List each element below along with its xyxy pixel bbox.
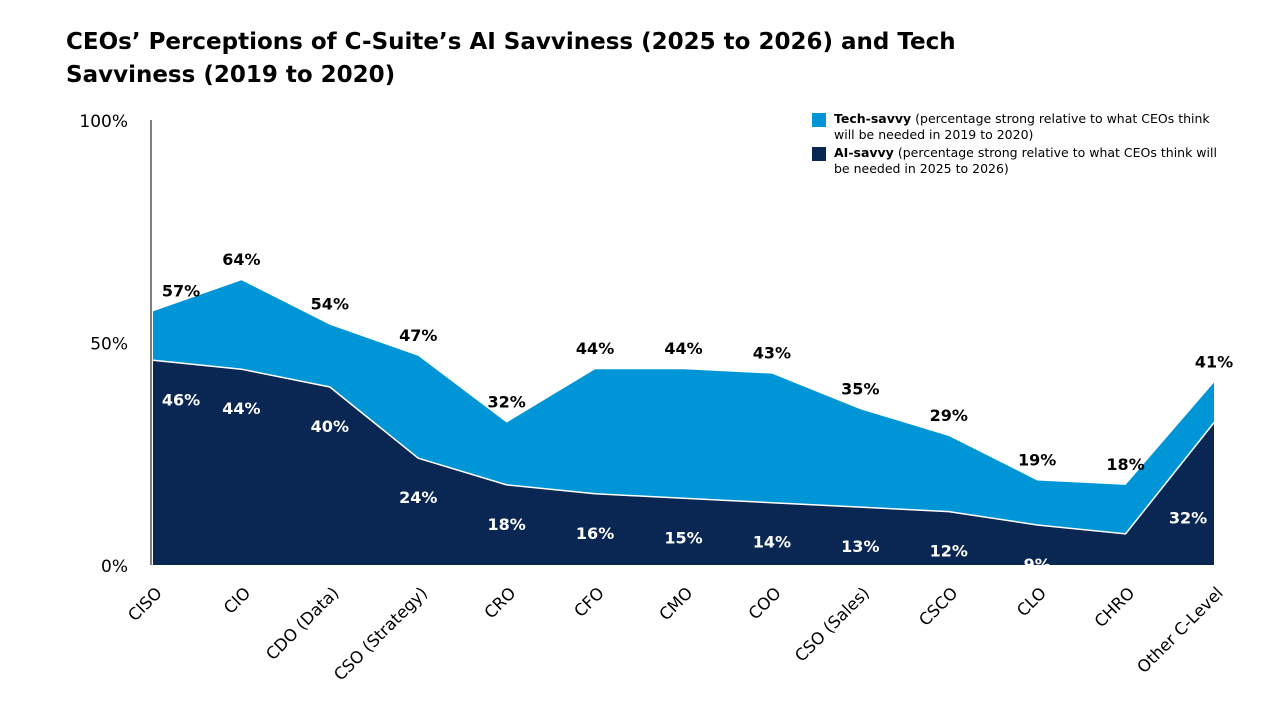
- data-label-tech-savvy-cio: 64%: [222, 250, 260, 269]
- data-label-ai-savvy-cio: 44%: [222, 399, 260, 418]
- data-label-tech-savvy-cdo-data: 54%: [311, 295, 349, 314]
- legend-item-ai-savvy: AI-savvy (percentage strong relative to …: [812, 145, 1232, 177]
- data-label-tech-savvy-ciso: 57%: [162, 281, 200, 300]
- data-label-ai-savvy-cro: 18%: [488, 515, 526, 534]
- data-label-ai-savvy-clo: 9%: [1024, 555, 1051, 574]
- legend-description-tech-savvy: (percentage strong relative to what CEOs…: [834, 111, 1210, 142]
- x-tick-label-cro: CRO: [481, 583, 520, 622]
- y-tick-label-0: 0%: [101, 557, 128, 577]
- data-label-tech-savvy-chro: 18%: [1106, 455, 1144, 474]
- x-tick-label-cdo-data: CDO (Data): [262, 583, 342, 663]
- x-tick-label-ciso: CISO: [124, 583, 166, 625]
- data-label-tech-savvy-clo: 19%: [1018, 450, 1056, 469]
- y-tick-label-50: 50%: [90, 335, 128, 355]
- data-label-ai-savvy-cso-sales: 13%: [841, 537, 879, 556]
- data-label-ai-savvy-other-c-level: 32%: [1169, 509, 1207, 528]
- x-tick-label-chro: CHRO: [1091, 583, 1139, 631]
- data-label-tech-savvy-cmo: 44%: [664, 339, 702, 358]
- x-tick-label-csco: CSCO: [915, 583, 961, 629]
- data-label-tech-savvy-cfo: 44%: [576, 339, 614, 358]
- x-tick-label-cio: CIO: [220, 583, 254, 617]
- series-area-ai-savvy: [153, 360, 1214, 565]
- data-label-ai-savvy-cmo: 15%: [664, 528, 702, 547]
- legend: Tech-savvy (percentage strong relative t…: [812, 111, 1232, 179]
- x-tick-label-cso-strategy: CSO (Strategy): [330, 583, 431, 684]
- x-tick-label-clo: CLO: [1013, 583, 1050, 620]
- legend-swatch-ai-savvy: [812, 147, 826, 161]
- chart-title: CEOs’ Perceptions of C-Suite’s AI Savvin…: [66, 29, 956, 88]
- data-label-ai-savvy-cdo-data: 40%: [311, 417, 349, 436]
- y-tick-label-100: 100%: [79, 112, 128, 132]
- series-line-ai-savvy: [152, 359, 1215, 535]
- legend-description-ai-savvy: (percentage strong relative to what CEOs…: [834, 145, 1217, 176]
- legend-item-tech-savvy: Tech-savvy (percentage strong relative t…: [812, 111, 1232, 143]
- x-tick-label-cmo: CMO: [655, 583, 696, 624]
- x-tick-label-cfo: CFO: [570, 583, 607, 620]
- x-tick-label-coo: COO: [745, 583, 785, 623]
- data-label-tech-savvy-csco: 29%: [930, 406, 968, 425]
- data-label-tech-savvy-coo: 43%: [753, 344, 791, 363]
- data-label-ai-savvy-cfo: 16%: [576, 524, 614, 543]
- data-label-tech-savvy-cro: 32%: [488, 393, 526, 412]
- x-tick-label-cso-sales: CSO (Sales): [791, 583, 873, 665]
- legend-name-tech-savvy: Tech-savvy: [834, 111, 912, 126]
- legend-swatch-tech-savvy: [812, 113, 826, 127]
- data-label-ai-savvy-csco: 12%: [930, 542, 968, 561]
- data-label-ai-savvy-ciso: 46%: [162, 390, 200, 409]
- legend-name-ai-savvy: AI-savvy: [834, 145, 894, 160]
- data-label-tech-savvy-other-c-level: 41%: [1195, 353, 1233, 372]
- data-label-ai-savvy-chro: 7%: [1112, 564, 1139, 583]
- data-label-tech-savvy-cso-strategy: 47%: [399, 326, 437, 345]
- x-tick-label-other-c-level: Other C-Level: [1133, 583, 1226, 676]
- data-label-tech-savvy-cso-sales: 35%: [841, 379, 879, 398]
- data-label-ai-savvy-coo: 14%: [753, 533, 791, 552]
- data-label-ai-savvy-cso-strategy: 24%: [399, 488, 437, 507]
